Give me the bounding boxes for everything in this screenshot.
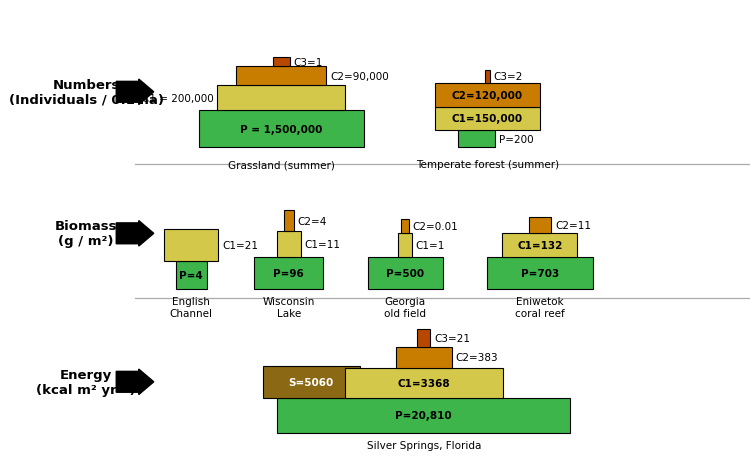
Text: Biomass
(g / m²): Biomass (g / m²) (55, 220, 118, 248)
FancyArrow shape (116, 369, 154, 394)
Bar (435, 84, 540, 107)
Bar (396, 347, 451, 368)
Text: C3=2: C3=2 (494, 72, 523, 82)
Bar (217, 86, 345, 111)
Text: Eniwetok
coral reef: Eniwetok coral reef (515, 296, 565, 318)
Text: Silver Springs, Florida: Silver Springs, Florida (367, 440, 481, 450)
Bar (199, 111, 364, 148)
Text: C1=150,000: C1=150,000 (452, 114, 523, 124)
Text: C3=21: C3=21 (434, 333, 470, 344)
Bar (398, 234, 412, 257)
Text: P=500: P=500 (386, 268, 424, 278)
Text: P=96: P=96 (273, 268, 304, 278)
Bar (277, 232, 301, 257)
Text: P=200: P=200 (499, 134, 533, 144)
Text: Wisconsin
Lake: Wisconsin Lake (262, 296, 315, 318)
Text: C2=120,000: C2=120,000 (452, 91, 523, 101)
Text: C1=21: C1=21 (222, 240, 258, 250)
Text: C2=90,000: C2=90,000 (330, 71, 388, 81)
Text: C2=383: C2=383 (455, 353, 498, 363)
Text: C1=3368: C1=3368 (398, 378, 450, 388)
Bar (401, 220, 409, 234)
Bar (435, 107, 540, 131)
Bar (262, 366, 360, 398)
Text: Temperate forest (summer): Temperate forest (summer) (416, 160, 559, 170)
Bar (529, 218, 551, 234)
Text: Grassland (summer): Grassland (summer) (228, 160, 334, 170)
Bar (485, 70, 490, 84)
Bar (254, 257, 323, 289)
Text: Georgia
old field: Georgia old field (384, 296, 426, 318)
Text: P=20,810: P=20,810 (395, 411, 452, 420)
FancyArrow shape (116, 80, 154, 105)
Text: C1=132: C1=132 (518, 240, 562, 250)
Bar (164, 229, 218, 262)
Text: C2=11: C2=11 (555, 221, 591, 231)
Text: S=5060: S=5060 (289, 377, 334, 387)
Bar (176, 262, 207, 289)
Text: Numbers
(Individuals / 0.1 ha): Numbers (Individuals / 0.1 ha) (9, 79, 164, 106)
Bar (488, 257, 592, 289)
Bar (345, 368, 502, 398)
Text: English
Channel: English Channel (170, 296, 213, 318)
Bar (284, 211, 294, 232)
Text: Energy
(kcal m² yr⁻¹): Energy (kcal m² yr⁻¹) (37, 368, 136, 396)
Text: C2=0.01: C2=0.01 (413, 222, 458, 232)
Text: C1=1: C1=1 (416, 240, 445, 250)
Bar (273, 58, 290, 67)
Text: P=4: P=4 (179, 270, 203, 281)
Text: C3=1: C3=1 (293, 57, 322, 68)
Bar (458, 131, 495, 148)
Text: C1 = 200,000: C1 = 200,000 (142, 94, 214, 103)
FancyArrow shape (116, 221, 154, 246)
Text: P = 1,500,000: P = 1,500,000 (240, 125, 322, 135)
Text: C2=4: C2=4 (298, 216, 327, 226)
Bar (278, 398, 570, 433)
Bar (417, 330, 430, 347)
Text: P=703: P=703 (520, 268, 559, 278)
Bar (503, 234, 578, 257)
Text: C1=11: C1=11 (304, 239, 340, 249)
Bar (236, 67, 326, 86)
Bar (368, 257, 442, 289)
